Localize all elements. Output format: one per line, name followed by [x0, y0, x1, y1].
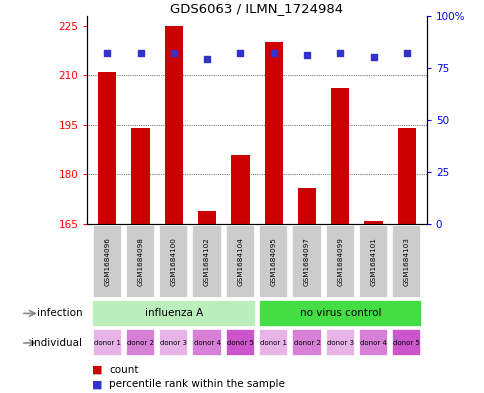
Bar: [258, 300, 422, 327]
Text: GSM1684100: GSM1684100: [170, 237, 177, 286]
Bar: [92, 225, 121, 298]
Bar: [192, 329, 221, 356]
Bar: [358, 329, 387, 356]
Point: [203, 56, 211, 62]
Text: influenza A: influenza A: [144, 309, 202, 318]
Bar: [358, 225, 387, 298]
Bar: [192, 225, 221, 298]
Text: donor 5: donor 5: [227, 340, 253, 346]
Bar: [159, 329, 188, 356]
Text: donor 4: donor 4: [193, 340, 220, 346]
Text: donor 1: donor 1: [259, 340, 287, 346]
Text: GSM1684103: GSM1684103: [403, 237, 409, 286]
Point: [236, 50, 244, 56]
Bar: [225, 225, 255, 298]
Bar: [197, 211, 216, 224]
Bar: [292, 329, 321, 356]
Bar: [231, 154, 249, 224]
Point: [402, 50, 410, 56]
Bar: [258, 329, 288, 356]
Bar: [126, 225, 155, 298]
Point: [103, 50, 111, 56]
Bar: [126, 329, 155, 356]
Text: donor 4: donor 4: [359, 340, 386, 346]
Point: [169, 50, 177, 56]
Bar: [292, 225, 321, 298]
Bar: [165, 26, 182, 224]
Text: GSM1684098: GSM1684098: [137, 237, 143, 286]
Bar: [258, 225, 288, 298]
Text: GSM1684097: GSM1684097: [303, 237, 309, 286]
Text: GSM1684104: GSM1684104: [237, 237, 243, 286]
Bar: [225, 329, 255, 356]
Text: no virus control: no virus control: [299, 309, 380, 318]
Text: GSM1684095: GSM1684095: [270, 237, 276, 286]
Text: ■: ■: [92, 365, 103, 375]
Bar: [92, 300, 256, 327]
Bar: [131, 128, 150, 224]
Text: donor 1: donor 1: [93, 340, 121, 346]
Bar: [331, 88, 348, 224]
Text: individual: individual: [31, 338, 82, 348]
Text: GSM1684096: GSM1684096: [104, 237, 110, 286]
Bar: [264, 42, 282, 224]
Text: ■: ■: [92, 379, 103, 389]
Point: [136, 50, 144, 56]
Bar: [159, 225, 188, 298]
Bar: [92, 329, 121, 356]
Point: [336, 50, 344, 56]
Bar: [325, 329, 354, 356]
Bar: [397, 128, 415, 224]
Text: donor 2: donor 2: [293, 340, 320, 346]
Bar: [392, 225, 421, 298]
Bar: [363, 221, 382, 224]
Text: count: count: [109, 365, 138, 375]
Text: donor 2: donor 2: [127, 340, 154, 346]
Text: percentile rank within the sample: percentile rank within the sample: [109, 379, 285, 389]
Bar: [297, 187, 316, 224]
Bar: [392, 329, 421, 356]
Bar: [325, 225, 354, 298]
Text: donor 5: donor 5: [393, 340, 420, 346]
Point: [269, 50, 277, 56]
Text: donor 3: donor 3: [160, 340, 187, 346]
Title: GDS6063 / ILMN_1724984: GDS6063 / ILMN_1724984: [170, 2, 343, 15]
Text: GSM1684102: GSM1684102: [204, 237, 210, 286]
Point: [369, 54, 377, 61]
Point: [302, 52, 310, 59]
Text: infection: infection: [37, 309, 82, 318]
Text: GSM1684101: GSM1684101: [370, 237, 376, 286]
Text: GSM1684099: GSM1684099: [336, 237, 343, 286]
Bar: [98, 72, 116, 224]
Text: donor 3: donor 3: [326, 340, 353, 346]
